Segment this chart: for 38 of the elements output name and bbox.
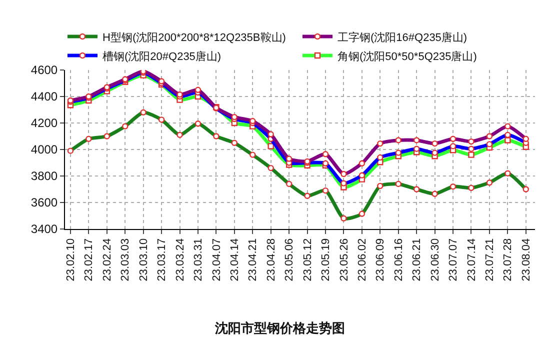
- x-tick-label: 23.04.28: [265, 238, 278, 282]
- x-tick-label: 23.08.04: [520, 238, 532, 282]
- x-tick-label: 23.07.07: [448, 238, 460, 282]
- y-tick-label: 3800: [30, 169, 58, 184]
- x-tick-label: 23.06.16: [392, 238, 405, 282]
- x-tick-label: 23.06.02: [356, 238, 369, 282]
- x-tick-label: 23.03.31: [192, 238, 205, 282]
- x-tick-label: 23.06.21: [411, 238, 424, 282]
- y-tick-label: 4400: [30, 90, 58, 104]
- x-tick-label: 23.03.10: [138, 238, 150, 282]
- x-tick-label: 23.05.19: [320, 238, 332, 282]
- x-tick-label: 23.04.14: [228, 238, 241, 282]
- x-tick-label: 23.03.17: [156, 238, 168, 282]
- y-tick-label: 3600: [30, 196, 58, 210]
- x-tick-label: 23.02.24: [101, 238, 114, 282]
- text: 沈阳市型钢价格走势图: [214, 320, 345, 336]
- x-tick-label: 23.02.10: [65, 238, 78, 282]
- x-tick-label: 23.03.24: [174, 238, 186, 282]
- y-tick-label: 4200: [30, 116, 58, 130]
- x-tick-label: 23.06.30: [429, 238, 442, 282]
- x-tick-label: 23.05.12: [302, 238, 314, 282]
- y-tick-label: 4000: [30, 142, 58, 157]
- legend-label: H型钢(沈阳200*200*8*12Q235B鞍山): [102, 30, 286, 44]
- x-tick-label: 23.02.17: [83, 238, 96, 282]
- x-tick-label: 23.07.28: [502, 238, 514, 282]
- y-tick-label: 4600: [30, 63, 58, 78]
- x-tick-label: 23.07.14: [466, 238, 478, 282]
- legend-label: 槽钢(沈阳20#Q235唐山): [102, 50, 222, 63]
- legend-label: 角钢(沈阳50*50*5Q235唐山): [338, 50, 477, 63]
- x-tick-label: 23.06.09: [374, 238, 387, 282]
- y-tick-label: 3400: [30, 222, 58, 236]
- x-tick-label: 23.03.03: [120, 238, 132, 282]
- legend-label: 工字钢(沈阳16#Q235唐山): [338, 30, 468, 44]
- x-tick-label: 23.07.21: [484, 238, 496, 282]
- x-tick-label: 23.04.21: [247, 238, 260, 282]
- x-tick-label: 23.05.26: [338, 238, 350, 282]
- x-tick-label: 23.04.07: [210, 238, 223, 282]
- x-tick-label: 23.05.06: [284, 238, 296, 282]
